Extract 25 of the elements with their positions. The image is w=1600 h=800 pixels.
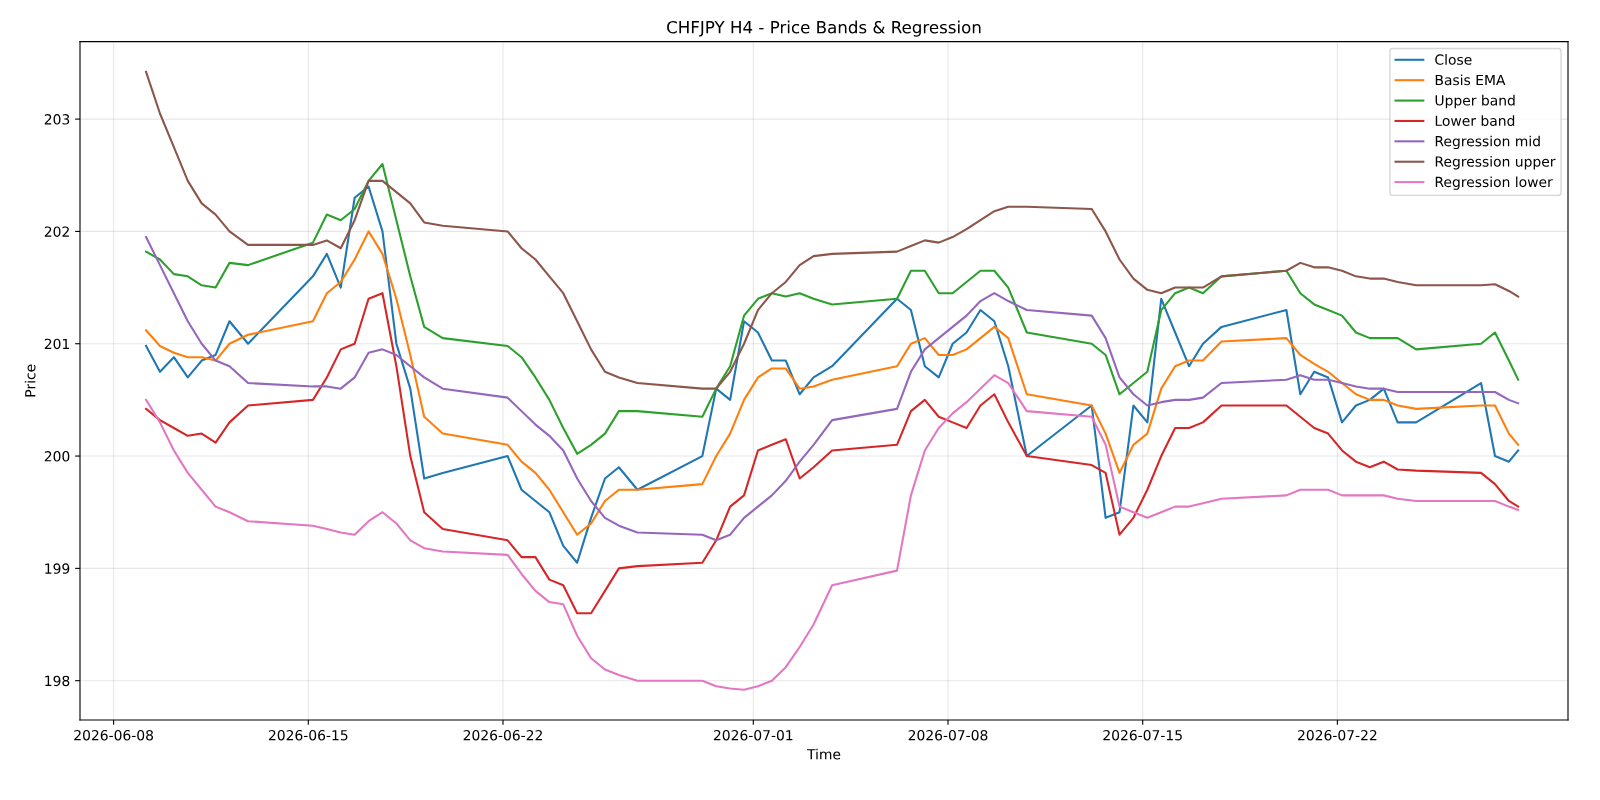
line-series xyxy=(145,292,1520,615)
legend-label: Regression lower xyxy=(1435,176,1553,190)
y-axis-title: Price xyxy=(24,364,36,397)
y-tick-label: 200 xyxy=(44,451,70,462)
legend-label: Lower band xyxy=(1435,115,1515,127)
legend-label: Close xyxy=(1435,54,1472,65)
line-series xyxy=(145,374,1520,691)
x-tick-label: 2026-06-08 xyxy=(74,729,154,741)
chart-title: CHFJPY H4 - Price Bands & Regression xyxy=(667,20,981,37)
legend-label: Upper band xyxy=(1435,94,1515,109)
x-tick-label: 2026-07-08 xyxy=(908,729,988,741)
legend-label: Basis EMA xyxy=(1435,74,1506,86)
y-tick-label: 203 xyxy=(44,114,70,125)
x-tick-label: 2026-07-15 xyxy=(1103,729,1182,741)
y-tick-label: 201 xyxy=(44,338,69,350)
x-axis-title: Time xyxy=(806,748,841,760)
y-tick-label: 199 xyxy=(45,563,70,574)
y-tick-label: 202 xyxy=(44,226,69,237)
y-tick-label: 198 xyxy=(45,675,70,687)
x-tick-label: 2026-07-22 xyxy=(1298,729,1377,741)
x-tick-label: 2026-07-01 xyxy=(713,729,793,741)
legend-label: Regression mid xyxy=(1435,135,1540,150)
x-tick-label: 2026-06-22 xyxy=(463,729,542,741)
legend-label: Regression upper xyxy=(1435,156,1556,170)
x-tick-label: 2026-06-15 xyxy=(268,729,348,741)
